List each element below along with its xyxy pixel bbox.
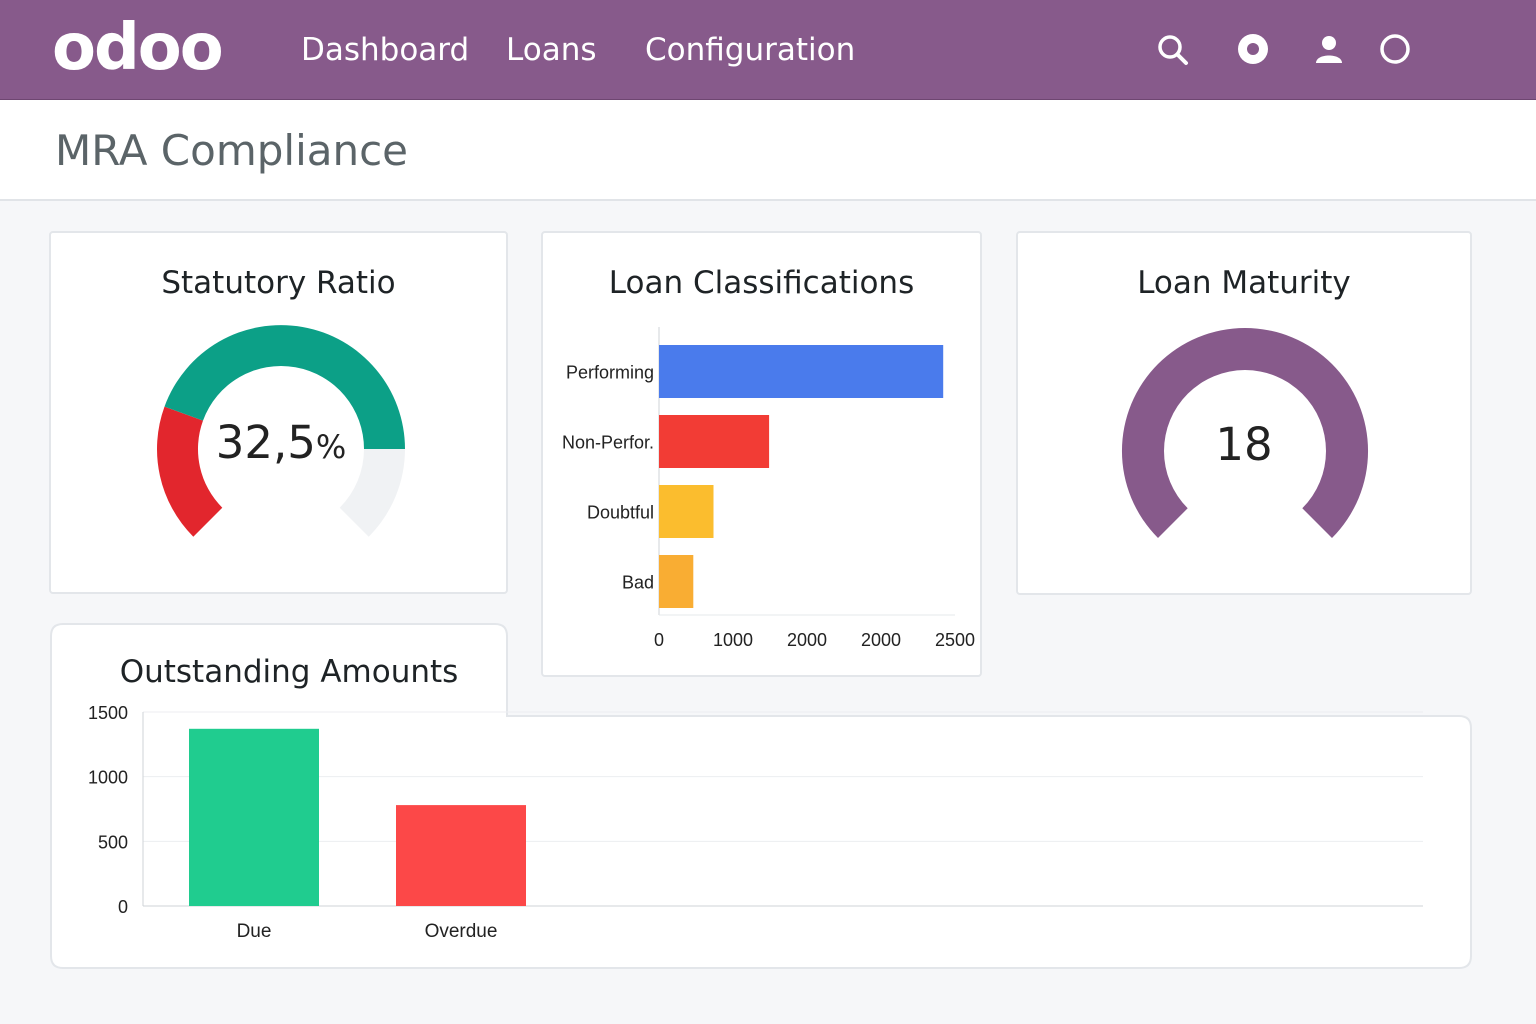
top-navbar: [0, 0, 1536, 100]
nav-dashboard[interactable]: Dashboard: [301, 32, 470, 68]
y-tick-label: 500: [98, 832, 128, 852]
x-tick-label: 2000: [787, 630, 827, 650]
outstanding-amounts-chart: 0 500 1000 1500 Due Overdue: [88, 703, 1423, 942]
category-label: Overdue: [425, 921, 498, 942]
x-tick-label: 2500: [935, 630, 975, 650]
outstanding-amounts-title: Outstanding Amounts: [119, 654, 459, 690]
category-label: Non-Perfor.: [562, 433, 654, 453]
card-title: Statutory Ratio: [161, 265, 396, 301]
card-title: Loan Classifications: [608, 265, 915, 301]
ratio-unit: %: [315, 428, 347, 466]
card-title: Loan Maturity: [1137, 265, 1351, 301]
odoo-logo[interactable]: odoo: [52, 11, 224, 85]
control-panel: [0, 100, 1536, 201]
bar-non-perfor[interactable]: [659, 415, 770, 468]
loan-classifications-card[interactable]: Loan Classifications Performing Non-Perfo…: [541, 231, 982, 677]
gauge-remaining-arc: [339, 449, 406, 537]
bar-due[interactable]: [189, 728, 319, 906]
x-tick-label: 0: [654, 630, 664, 650]
bar-doubtful[interactable]: [659, 485, 714, 538]
user-icon[interactable]: [1309, 30, 1349, 70]
nav-configuration[interactable]: Configuration: [645, 32, 856, 68]
y-tick-label: 0: [118, 897, 128, 917]
search-icon[interactable]: [1153, 30, 1193, 70]
gauge-arc: [1121, 327, 1369, 538]
nav-loans[interactable]: Loans: [506, 32, 597, 68]
y-tick-label: 1500: [88, 703, 128, 723]
gauge-arcs: [157, 325, 406, 537]
category-label: Performing: [566, 363, 654, 383]
statutory-ratio-card[interactable]: Statutory Ratio 32,5%: [49, 231, 508, 594]
gauge-red-arc: [157, 406, 223, 537]
ratio-number: 32,5: [215, 416, 316, 469]
category-label: Doubtful: [587, 503, 654, 523]
y-tick-label: 1000: [88, 768, 128, 788]
category-label: Due: [237, 921, 272, 942]
record-icon[interactable]: [1233, 30, 1273, 70]
page-title: MRA Compliance: [55, 126, 409, 175]
statutory-ratio-value: 32,5%: [181, 416, 381, 469]
statutory-ratio-gauge: [157, 325, 406, 537]
loan-maturity-gauge: [1121, 327, 1369, 538]
bar-overdue[interactable]: [396, 805, 526, 906]
circle-icon[interactable]: [1375, 30, 1415, 70]
loan-maturity-card[interactable]: Loan Maturity 18: [1016, 231, 1472, 595]
bar-bad[interactable]: [659, 555, 694, 608]
category-label: Bad: [622, 573, 654, 593]
x-tick-label: 2000: [861, 630, 901, 650]
bar-performing[interactable]: [659, 345, 944, 398]
loan-classifications-chart: Performing Non-Perfor. Doubtful Bad 0 1000 200…: [562, 327, 975, 650]
gauge-teal-arc: [164, 325, 405, 449]
x-tick-label: 1000: [713, 630, 753, 650]
loan-maturity-value: 18: [1215, 418, 1273, 471]
